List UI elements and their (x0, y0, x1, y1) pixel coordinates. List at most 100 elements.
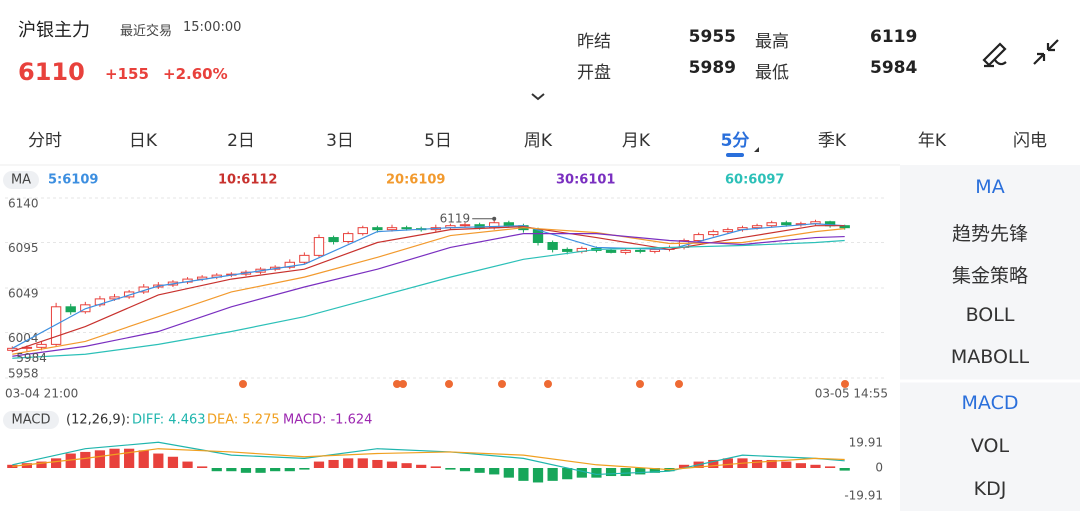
y-tick-label: 6140 (8, 197, 39, 211)
macd-line (12, 448, 845, 471)
macd-bar (80, 451, 91, 468)
event-dot[interactable] (636, 380, 644, 388)
candle-body (649, 248, 661, 252)
price-change: +155 (105, 65, 149, 83)
macd-bar (445, 468, 456, 470)
stat-label: 昨结 (577, 32, 611, 52)
expand-icon[interactable] (531, 93, 545, 101)
candle-body (123, 291, 135, 298)
trade-time: 15:00:00 (183, 20, 242, 35)
stat-value: 6119 (870, 27, 918, 47)
macd-bar (65, 453, 76, 468)
macd-bar (489, 468, 500, 475)
indicator-option[interactable]: MABOLL (950, 346, 1030, 368)
stat-label: 开盘 (577, 63, 611, 83)
ma-line (12, 239, 845, 359)
period-tab[interactable]: 月K (621, 131, 651, 151)
period-tab[interactable]: 日K (128, 131, 158, 151)
macd-bar (357, 458, 368, 468)
event-dot[interactable] (841, 380, 849, 388)
event-dot[interactable] (239, 380, 247, 388)
macd-bar (343, 458, 354, 468)
indicator-option[interactable]: 趋势先锋 (951, 222, 1028, 245)
candle-body (562, 248, 573, 252)
candle-body (503, 222, 514, 227)
indicator-option[interactable]: VOL (970, 435, 1010, 457)
period-tab[interactable]: 周K (523, 131, 553, 151)
candle-body (299, 254, 310, 263)
event-dot[interactable] (544, 380, 552, 388)
indicator-option[interactable]: 集金策略 (951, 265, 1028, 287)
x-start-label: 03-04 21:00 (5, 387, 78, 401)
candle-body (751, 225, 763, 229)
period-tab[interactable]: 闪电 (1013, 131, 1047, 151)
period-tab[interactable]: 3日 (326, 131, 354, 151)
macd-bar (401, 463, 412, 468)
indicator-option[interactable]: BOLL (965, 303, 1015, 326)
macd-bar (430, 466, 441, 468)
y-tick-label: 19.91 (849, 436, 883, 450)
candle-body (50, 306, 62, 345)
candle-body (547, 242, 558, 250)
macd-bar (824, 466, 836, 468)
event-dot[interactable] (498, 380, 506, 388)
tab-underline (726, 153, 744, 157)
legend-badge-text: MACD (12, 413, 51, 428)
macd-bar (284, 468, 295, 472)
event-dot[interactable] (445, 380, 453, 388)
tab-dropdown[interactable] (754, 147, 759, 152)
candle-body (708, 231, 719, 236)
event-dot[interactable] (393, 380, 401, 388)
macd-bar (605, 468, 617, 477)
macd-line (12, 441, 845, 476)
legend-badge (3, 411, 59, 429)
indicator-option[interactable]: MACD (961, 392, 1019, 414)
macd-bar (36, 461, 47, 468)
ma-line (12, 227, 845, 355)
legend-entry: 10:6112 (218, 173, 277, 188)
period-tab[interactable]: 2日 (227, 131, 255, 151)
candle-body (65, 306, 76, 313)
y-tick-label: 6004 (8, 331, 39, 345)
macd-params: (12,26,9): (66, 413, 130, 428)
ma-line (12, 223, 845, 349)
stat-label: 最高 (755, 32, 789, 52)
period-tab[interactable]: 季K (817, 131, 847, 151)
candle-body (766, 222, 777, 227)
last-price: 6110 (18, 58, 85, 86)
macd-bar (21, 463, 33, 468)
macd-bar (153, 453, 164, 468)
candle-body (36, 343, 47, 348)
legend-entry: 20:6109 (386, 173, 445, 188)
contract-name: 沪银主力 (18, 20, 90, 41)
period-tab[interactable]: 5日 (424, 131, 452, 151)
macd-bar (635, 468, 646, 475)
ma-line (12, 225, 845, 352)
macd-bar (226, 468, 237, 472)
legend-badge-text: MA (11, 173, 31, 188)
high-label: 6119 (440, 211, 471, 225)
legend-badge (3, 171, 39, 189)
macd-bar (109, 448, 120, 468)
collapse-icon[interactable] (1033, 39, 1059, 65)
draw-icon[interactable] (982, 42, 1007, 68)
stat-value: 5989 (688, 58, 736, 78)
indicator-option[interactable]: KDJ (973, 478, 1007, 500)
trade-label: 最近交易 (120, 24, 173, 39)
period-tab[interactable]: 年K (917, 131, 947, 151)
macd-bar (751, 459, 763, 468)
event-dot[interactable] (399, 380, 407, 388)
candle-body (693, 234, 704, 242)
macd-bar (474, 468, 485, 473)
candle-body (401, 227, 412, 230)
macd-bar (138, 450, 149, 468)
legend-entry: 60:6097 (725, 173, 784, 188)
period-tab[interactable]: 5分 (720, 131, 750, 151)
period-tab[interactable]: 分时 (28, 131, 62, 151)
macd-bar (708, 459, 719, 468)
macd-bar (678, 464, 690, 468)
stat-label: 最低 (755, 63, 789, 83)
macd-bar (197, 466, 208, 468)
event-dot[interactable] (675, 380, 683, 388)
indicator-option[interactable]: MA (975, 176, 1005, 198)
